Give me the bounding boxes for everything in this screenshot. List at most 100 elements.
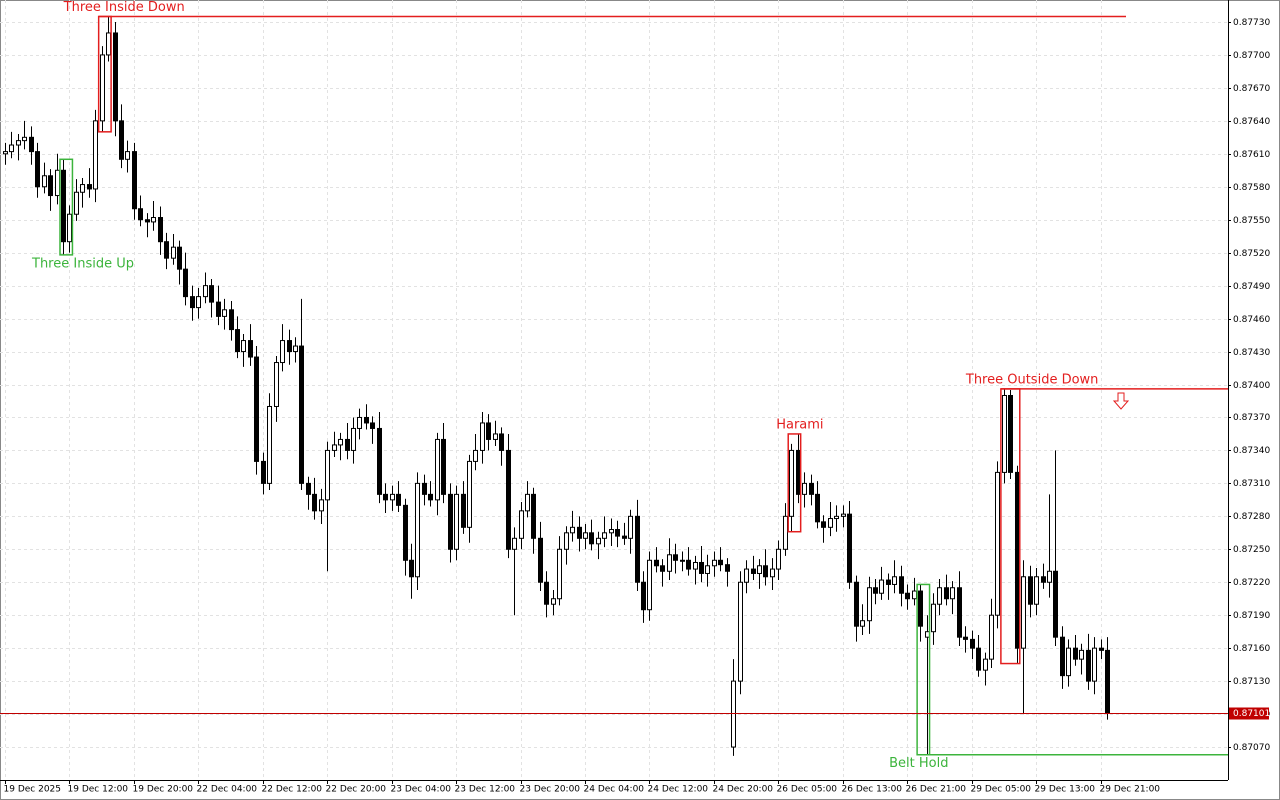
candle-body [164,241,169,259]
candle-body [983,658,988,671]
candle-body [918,590,923,627]
candle-body [325,449,330,501]
candle-body [409,559,414,578]
y-tick-label: 0.87070 [1233,743,1270,753]
candle-body [860,620,865,627]
x-tick-label: 26 Dec 13:00 [842,785,903,795]
candle-body [345,438,350,451]
x-tick-label: 24 Dec 04:00 [584,785,645,795]
candle-body [1021,576,1026,649]
candle-body [583,532,588,539]
candle-body [596,537,601,545]
candle-body [751,568,756,574]
candle-body [448,493,453,550]
candle-body [332,444,337,451]
candle-body [512,537,517,550]
y-tick-label: 0.87610 [1233,150,1270,160]
y-tick-label: 0.87520 [1233,249,1270,259]
x-tick-label: 22 Dec 12:00 [262,785,323,795]
x-tick-label: 29 Dec 13:00 [1035,785,1096,795]
candle-body [570,526,575,534]
candle-body [564,532,569,550]
candle-body [145,219,150,223]
x-tick-label: 23 Dec 04:00 [391,785,452,795]
pattern-label: Three Inside Up [31,256,134,271]
candle-body [319,499,324,512]
candle-body [222,309,227,317]
x-tick-label: 24 Dec 20:00 [713,785,774,795]
candle-body [680,559,685,562]
y-tick-label: 0.87490 [1233,282,1270,292]
candle-body [9,144,14,153]
candle-body [879,579,884,594]
candle-body [525,493,530,512]
candle-body [87,184,92,190]
candle-body [403,504,408,561]
x-tick-label: 26 Dec 21:00 [906,785,967,795]
candle-body [357,416,362,429]
candle-body [35,151,40,188]
candle-body [609,529,614,534]
candle-body [16,140,21,146]
pattern-box [59,158,74,256]
candle-body [261,460,266,484]
candle-body [312,493,317,512]
candle-body [267,405,272,484]
x-tick-label: 23 Dec 20:00 [520,785,581,795]
candle-body [957,587,962,638]
candle-body [892,576,897,585]
candle-body [519,510,524,539]
candle-body [1053,570,1058,638]
candle-body [1028,576,1033,605]
candle-body [693,561,698,570]
candle-body [899,576,904,594]
x-tick-label: 26 Dec 05:00 [777,785,838,795]
candle-body [647,559,652,611]
candle-body [287,340,292,353]
candle-body [841,513,846,517]
candle-body [712,559,717,567]
candle-body [1047,570,1052,583]
x-tick-label: 29 Dec 21:00 [1100,785,1161,795]
candle-body [138,208,143,221]
candle-body [1092,647,1097,682]
candle-body [1086,649,1091,682]
candle-body [241,340,246,353]
candle-body [976,647,981,671]
candle-body [196,296,201,309]
y-tick-label: 0.87640 [1233,117,1270,127]
candle-body [1060,636,1065,677]
pattern-label: Belt Hold [889,756,948,771]
candle-body [538,537,543,583]
x-tick-label: 22 Dec 20:00 [326,785,387,795]
candle-body [506,449,511,550]
candle-body [1099,647,1104,651]
y-tick-label: 0.87160 [1233,644,1270,654]
y-tick-label: 0.87670 [1233,84,1270,94]
candle-body [151,217,156,223]
candle-body [731,680,736,748]
candle-body [113,32,118,122]
candle-body [744,568,749,583]
candle-body [622,535,627,539]
candle-body [119,120,124,160]
candle-body [821,521,826,528]
pattern-label: Three Inside Down [63,0,185,15]
y-tick-label: 0.87310 [1233,479,1270,489]
candle-body [428,493,433,501]
candle-body [1066,647,1071,677]
candle-body [235,329,240,353]
candle-body [67,213,72,243]
candle-body [158,217,163,243]
candle-body [725,564,730,572]
x-tick-label: 29 Dec 05:00 [971,785,1032,795]
candle-body [557,548,562,600]
candle-body [577,526,582,539]
y-tick-label: 0.87280 [1233,512,1270,522]
candle-body [828,518,833,528]
candle-body [441,438,446,495]
candle-body [3,151,8,155]
candle-body [718,559,723,566]
